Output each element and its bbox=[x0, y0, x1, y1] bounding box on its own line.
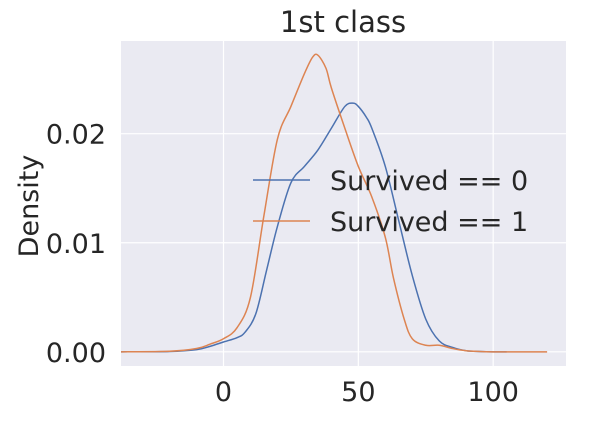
legend-label: Survived == 0 bbox=[330, 166, 528, 197]
tick-labels: 0 50 100 0.00 0.01 0.02 bbox=[46, 120, 519, 408]
legend: Survived == 0 Survived == 1 bbox=[253, 166, 528, 238]
series-line bbox=[120, 102, 507, 353]
x-tick-label: 50 bbox=[341, 377, 375, 408]
series-lines bbox=[120, 53, 548, 353]
y-tick-label: 0.00 bbox=[46, 338, 106, 369]
legend-label: Survived == 1 bbox=[330, 207, 528, 238]
x-tick-label: 100 bbox=[467, 377, 519, 408]
x-tick-label: 0 bbox=[215, 377, 232, 408]
chart-title: 1st class bbox=[280, 5, 406, 39]
y-tick-label: 0.01 bbox=[46, 229, 106, 260]
y-axis-title: Density bbox=[14, 155, 45, 258]
plot-background bbox=[121, 41, 566, 366]
y-tick-label: 0.02 bbox=[46, 120, 106, 151]
series-line bbox=[120, 53, 548, 353]
